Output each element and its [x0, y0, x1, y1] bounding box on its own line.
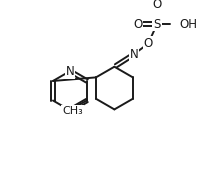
Text: CH₃: CH₃: [62, 106, 83, 116]
Text: S: S: [153, 18, 161, 31]
Text: OH: OH: [179, 18, 197, 31]
Text: N: N: [65, 65, 74, 78]
Text: O: O: [144, 37, 153, 50]
Text: O: O: [133, 18, 142, 31]
Text: O: O: [152, 0, 162, 11]
Text: N: N: [130, 48, 138, 61]
